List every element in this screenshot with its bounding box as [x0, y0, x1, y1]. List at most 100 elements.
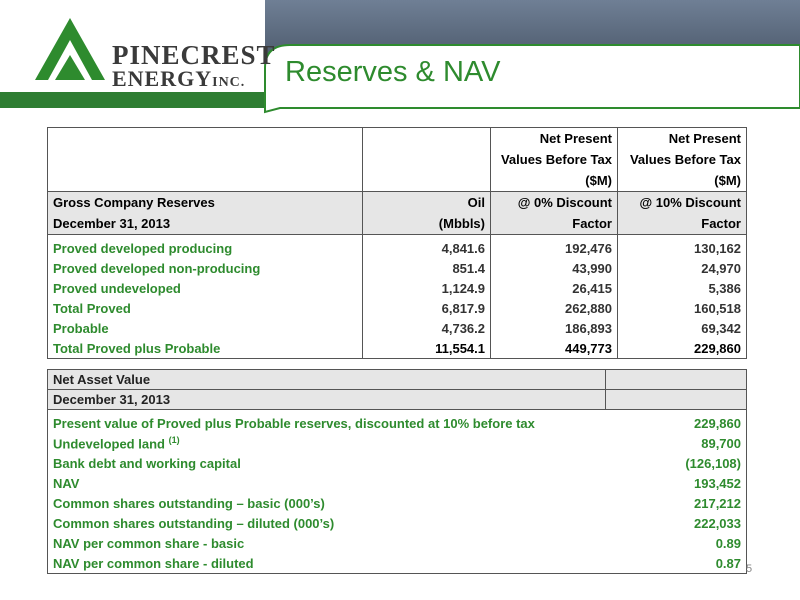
- header-text: ($M): [585, 173, 612, 188]
- data-row: Undeveloped land (1) 89,700: [47, 433, 747, 453]
- data-row: Common shares outstanding – diluted (000…: [47, 513, 747, 533]
- cell-value: 186,893: [490, 318, 618, 338]
- header-text: December 31, 2013: [53, 216, 171, 231]
- row-label: Total Proved plus Probable: [47, 338, 363, 359]
- row-label: NAV per common share - diluted: [47, 553, 606, 574]
- logo-name: PINECREST: [112, 40, 276, 70]
- data-row: Common shares outstanding – basic (000’s…: [47, 493, 747, 513]
- header-row: Net Present Values Before Tax ($M) Net Pres…: [47, 127, 747, 192]
- header-text: Net Present: [539, 131, 612, 146]
- cell-value: 5,386: [617, 278, 747, 298]
- row-value: 89,700: [605, 433, 747, 453]
- header-cell: December 31, 2013: [47, 389, 606, 410]
- data-row: Probable 4,736.2 186,893 69,342: [47, 318, 747, 338]
- data-row: Bank debt and working capital (126,108): [47, 453, 747, 473]
- cell-value: 262,880: [490, 298, 618, 318]
- row-value: 193,452: [605, 473, 747, 493]
- header-cell: Net Present Values Before Tax ($M): [617, 127, 747, 192]
- cell-value: 43,990: [490, 258, 618, 278]
- row-label: Common shares outstanding – diluted (000…: [47, 513, 606, 533]
- banner: [0, 0, 800, 122]
- header-text: Factor: [572, 216, 612, 231]
- cell-value: 4,736.2: [362, 318, 491, 338]
- header-text: Values Before Tax: [500, 152, 612, 167]
- cell-value: 6,817.9: [362, 298, 491, 318]
- header-cell: Net Present Values Before Tax ($M): [490, 127, 618, 192]
- row-label: Proved developed non-producing: [47, 258, 363, 278]
- header-text: @ 0% Discount: [517, 195, 612, 210]
- header-text: Factor: [701, 216, 741, 231]
- row-label-text: Undeveloped land: [53, 436, 165, 452]
- row-label: Total Proved: [47, 298, 363, 318]
- header-text: Gross Company Reserves: [53, 195, 215, 210]
- row-label-text: NAV per common share - basic: [53, 535, 245, 551]
- cell-value: 851.4: [362, 258, 491, 278]
- cell-value: 4,841.6: [362, 234, 491, 258]
- header-cell: @ 10% Discount Factor: [617, 191, 747, 235]
- cell-value: 192,476: [490, 234, 618, 258]
- data-row: NAV per common share - basic 0.89: [47, 533, 747, 553]
- cell-value: 229,860: [617, 338, 747, 359]
- data-row: Total Proved plus Probable 11,554.1 449,77…: [47, 338, 747, 359]
- cell-value: 24,970: [617, 258, 747, 278]
- row-label-text: Common shares outstanding – diluted (000…: [53, 515, 335, 531]
- header-text: @ 10% Discount: [639, 195, 741, 210]
- logo-suffix: INC.: [212, 75, 246, 90]
- header-row: Gross Company Reserves December 31, 2013 O…: [47, 191, 747, 235]
- logo-sub-text: ENERGY: [112, 66, 213, 91]
- row-label-text: NAV: [53, 475, 80, 491]
- header-cell: [362, 127, 491, 192]
- data-row: Present value of Proved plus Probable re…: [47, 409, 747, 433]
- header-cell-empty: [605, 389, 747, 410]
- row-value: (126,108): [605, 453, 747, 473]
- slide-title: Reserves & NAV: [285, 56, 501, 88]
- cell-value: 69,342: [617, 318, 747, 338]
- cell-value: 26,415: [490, 278, 618, 298]
- cell-value: 130,162: [617, 234, 747, 258]
- row-label: Present value of Proved plus Probable re…: [47, 409, 606, 433]
- data-row: NAV per common share - diluted 0.87: [47, 553, 747, 574]
- row-label: Probable: [47, 318, 363, 338]
- row-value: 0.89: [605, 533, 747, 553]
- row-label: NAV: [47, 473, 606, 493]
- cell-value: 11,554.1: [362, 338, 491, 359]
- row-label-text: Bank debt and working capital: [53, 455, 241, 471]
- data-row: Proved developed non-producing 851.4 43,99…: [47, 258, 747, 278]
- row-value: 229,860: [605, 409, 747, 433]
- row-label-text: Common shares outstanding – basic (000’s…: [53, 495, 325, 511]
- data-row: NAV 193,452: [47, 473, 747, 493]
- data-row: Proved developed producing 4,841.6 192,476…: [47, 234, 747, 258]
- header-row: Net Asset Value: [47, 369, 747, 390]
- cell-value: 160,518: [617, 298, 747, 318]
- header-cell: Oil (Mbbls): [362, 191, 491, 235]
- reserves-table: Net Present Values Before Tax ($M) Net Pres…: [47, 127, 747, 359]
- header-text: Net Present: [668, 131, 741, 146]
- page-number: 5: [746, 563, 753, 575]
- data-row: Total Proved 6,817.9 262,880 160,518: [47, 298, 747, 318]
- row-value: 0.87: [605, 553, 747, 574]
- header-row: December 31, 2013: [47, 389, 747, 410]
- data-row: Proved undeveloped 1,124.9 26,415 5,386: [47, 278, 747, 298]
- row-label: Proved developed producing: [47, 234, 363, 258]
- row-label-text: Present value of Proved plus Probable re…: [53, 415, 535, 431]
- row-label: Bank debt and working capital: [47, 453, 606, 473]
- row-label-text: NAV per common share - diluted: [53, 555, 254, 571]
- row-value: 222,033: [605, 513, 747, 533]
- header-text: (Mbbls): [438, 216, 485, 231]
- header-cell: Gross Company Reserves December 31, 2013: [47, 191, 363, 235]
- header-text: Oil: [467, 195, 485, 210]
- header-text: ($M): [714, 173, 741, 188]
- footnote-marker: (1): [168, 434, 180, 445]
- header-cell-empty: [605, 369, 747, 390]
- cell-value: 449,773: [490, 338, 618, 359]
- row-label: Proved undeveloped: [47, 278, 363, 298]
- logo-sub: ENERGYINC.: [112, 66, 245, 92]
- row-label: Common shares outstanding – basic (000’s…: [47, 493, 606, 513]
- header-text: Values Before Tax: [629, 152, 741, 167]
- row-value: 217,212: [605, 493, 747, 513]
- row-label: Undeveloped land (1): [47, 433, 606, 453]
- row-label: NAV per common share - basic: [47, 533, 606, 553]
- nav-table: Net Asset Value December 31, 2013 Present …: [47, 369, 747, 574]
- header-cell: @ 0% Discount Factor: [490, 191, 618, 235]
